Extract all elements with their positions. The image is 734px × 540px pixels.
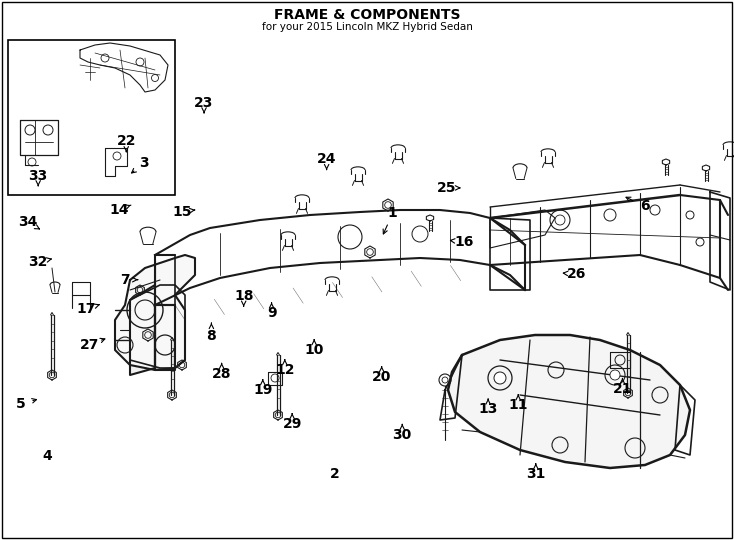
Text: 15: 15 — [172, 205, 192, 219]
Polygon shape — [130, 285, 155, 375]
Circle shape — [610, 370, 620, 380]
Text: 23: 23 — [195, 96, 214, 110]
Text: 6: 6 — [639, 199, 650, 213]
Text: 2: 2 — [330, 467, 340, 481]
Text: 20: 20 — [372, 370, 391, 384]
Text: 31: 31 — [526, 467, 545, 481]
Text: 33: 33 — [29, 168, 48, 183]
Text: 25: 25 — [437, 181, 456, 195]
Text: 8: 8 — [206, 329, 217, 343]
Text: 7: 7 — [120, 273, 130, 287]
Text: 10: 10 — [305, 343, 324, 357]
Circle shape — [555, 215, 565, 225]
Text: FRAME & COMPONENTS: FRAME & COMPONENTS — [274, 8, 460, 22]
Text: 13: 13 — [479, 402, 498, 416]
Text: 5: 5 — [15, 397, 26, 411]
Polygon shape — [448, 335, 690, 468]
Text: 9: 9 — [266, 306, 277, 320]
Polygon shape — [115, 255, 195, 370]
Text: 30: 30 — [393, 428, 412, 442]
Text: 12: 12 — [275, 363, 294, 377]
Text: 4: 4 — [42, 449, 52, 463]
Text: 3: 3 — [139, 156, 149, 170]
Text: 34: 34 — [18, 215, 37, 230]
Bar — [8, 40, 175, 195]
Text: 26: 26 — [567, 267, 586, 281]
Text: 19: 19 — [253, 383, 272, 397]
Text: 32: 32 — [29, 255, 48, 269]
Text: 22: 22 — [117, 134, 136, 149]
Text: 28: 28 — [212, 367, 231, 381]
Text: 1: 1 — [388, 206, 398, 220]
Text: 16: 16 — [454, 235, 473, 249]
Text: for your 2015 Lincoln MKZ Hybrid Sedan: for your 2015 Lincoln MKZ Hybrid Sedan — [261, 22, 473, 32]
Text: 24: 24 — [317, 152, 336, 166]
Text: 27: 27 — [80, 338, 99, 352]
Text: 29: 29 — [283, 417, 302, 431]
Text: 14: 14 — [109, 202, 128, 217]
Text: 17: 17 — [77, 302, 96, 316]
Text: 21: 21 — [613, 382, 632, 396]
Circle shape — [494, 372, 506, 384]
Text: 11: 11 — [509, 398, 528, 412]
Text: 18: 18 — [234, 289, 253, 303]
